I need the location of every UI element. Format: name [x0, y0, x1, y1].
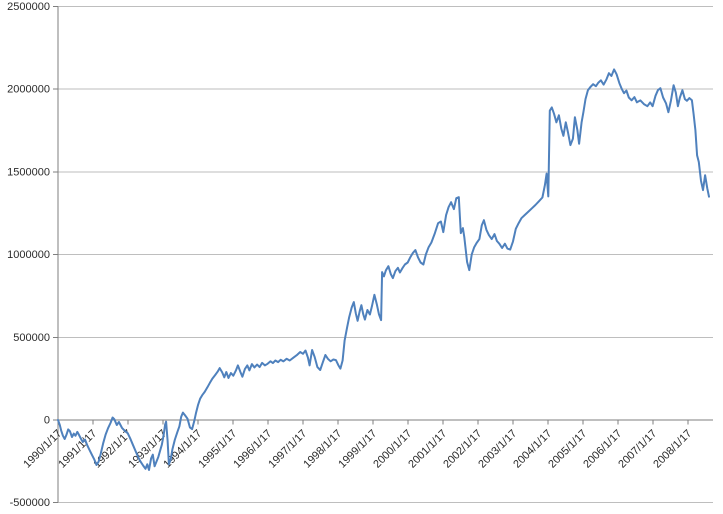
y-axis-label: 1500000 [7, 166, 50, 178]
series-line [57, 68, 710, 471]
y-axis-label: -500000 [10, 497, 50, 509]
x-axis-label: 2008/1/17 [651, 428, 694, 471]
y-axis-label: 0 [44, 415, 50, 427]
y-axis-label: 2500000 [7, 1, 50, 13]
y-axis-label: 1000000 [7, 249, 50, 261]
y-axis-label: 500000 [13, 332, 50, 344]
y-axis-label: 2000000 [7, 84, 50, 96]
